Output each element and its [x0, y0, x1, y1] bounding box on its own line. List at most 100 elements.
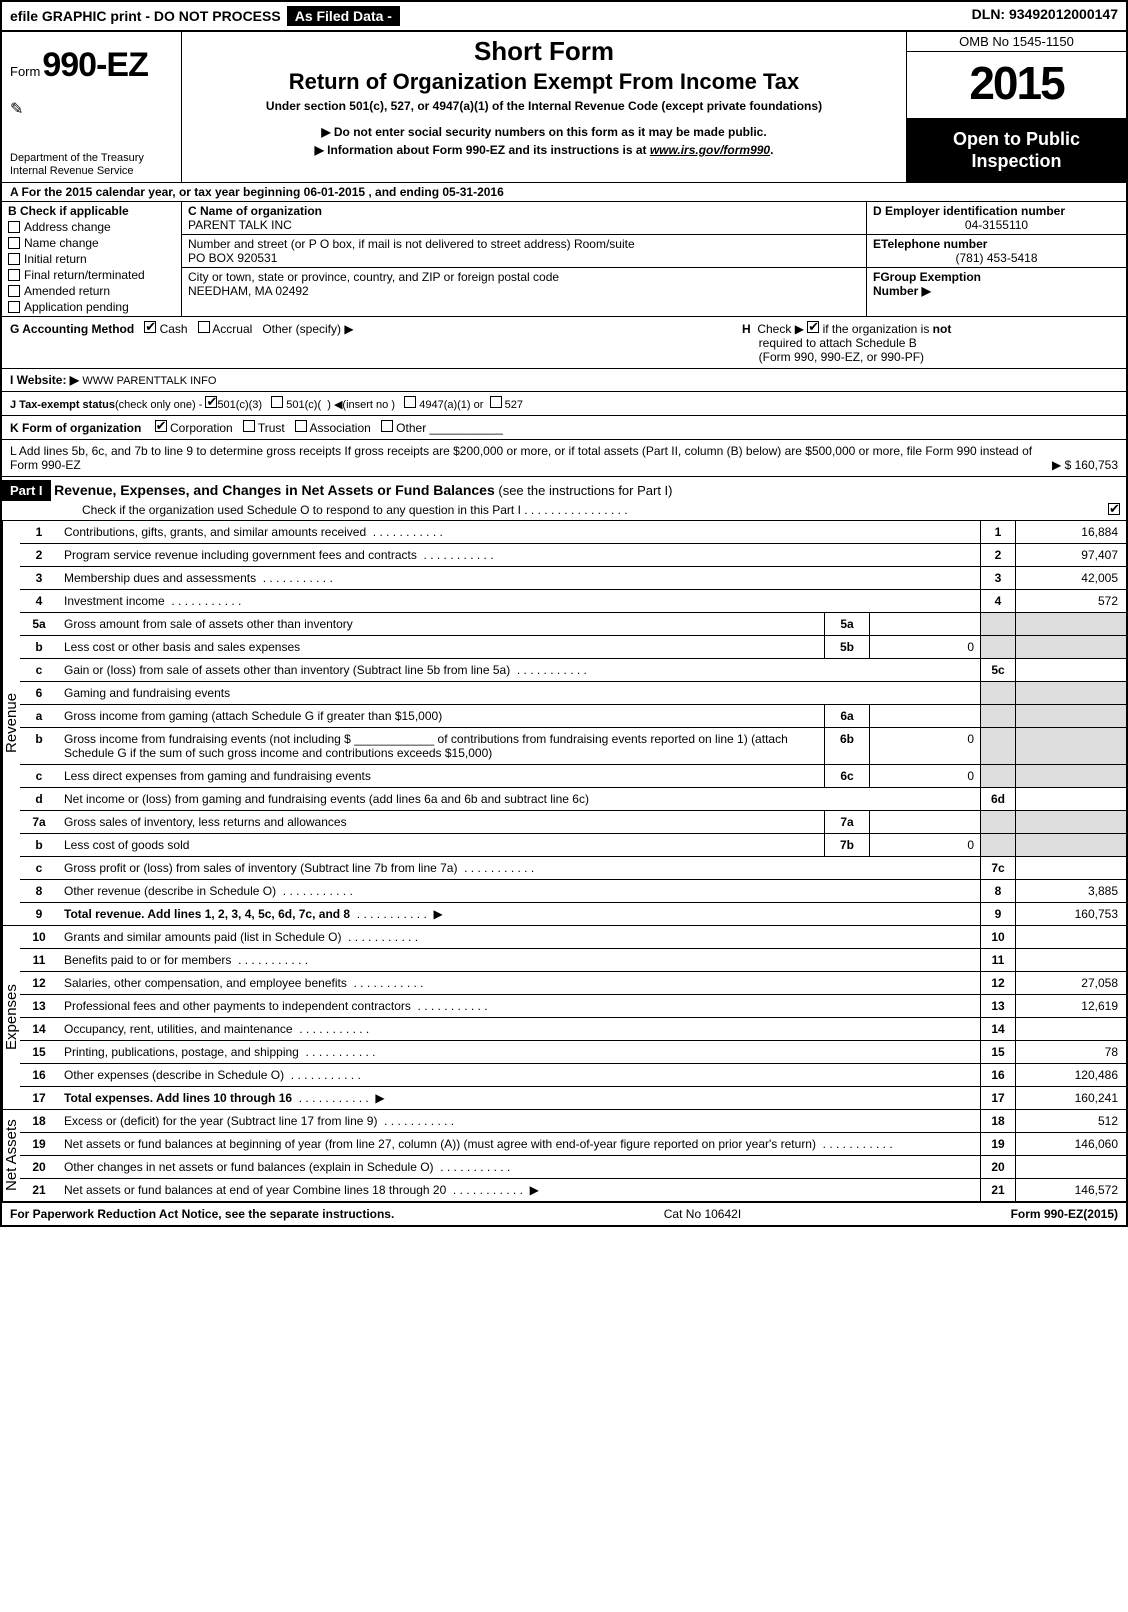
line-desc: Gain or (loss) from sale of assets other… [58, 659, 980, 681]
line-desc: Grants and similar amounts paid (list in… [58, 926, 980, 948]
inner-line-box: 5a [824, 613, 870, 635]
line-value [1016, 857, 1126, 879]
checkbox[interactable] [8, 221, 20, 233]
checkbox[interactable] [8, 237, 20, 249]
cb-527[interactable] [490, 396, 502, 408]
row-gh: G Accounting Method Cash Accrual Other (… [2, 317, 1126, 369]
website-label: I Website: ▶ [10, 373, 79, 387]
line-box-number [980, 705, 1016, 727]
irs-link[interactable]: www.irs.gov/form990 [650, 143, 770, 157]
form-line: 6Gaming and fundraising events [20, 681, 1126, 704]
city-value: NEEDHAM, MA 02492 [188, 284, 309, 298]
cb-line: Amended return [8, 284, 175, 298]
cb-assoc[interactable] [295, 420, 307, 432]
line-desc: Less direct expenses from gaming and fun… [58, 765, 824, 787]
inner-line-box: 7b [824, 834, 870, 856]
line-box-number: 14 [980, 1018, 1016, 1040]
line-desc: Gaming and fundraising events [58, 682, 980, 704]
cb-line: Address change [8, 220, 175, 234]
line-number: 3 [20, 567, 58, 589]
cb-cash[interactable] [144, 321, 156, 333]
line-desc: Less cost of goods sold [58, 834, 824, 856]
cb-trust[interactable] [243, 420, 255, 432]
form-title: Return of Organization Exempt From Incom… [190, 69, 898, 95]
dept: Department of the Treasury Internal Reve… [10, 152, 173, 178]
form-990ez: efile GRAPHIC print - DO NOT PROCESS As … [0, 0, 1128, 1227]
expenses-side-label: Expenses [2, 926, 20, 1109]
line-number: 20 [20, 1156, 58, 1178]
line-box-number: 4 [980, 590, 1016, 612]
line-number: 5a [20, 613, 58, 635]
inner-line-box: 5b [824, 636, 870, 658]
form-line: 17Total expenses. Add lines 10 through 1… [20, 1086, 1126, 1109]
line-desc: Salaries, other compensation, and employ… [58, 972, 980, 994]
line-desc: Net income or (loss) from gaming and fun… [58, 788, 980, 810]
row-j: J Tax-exempt status(check only one) - 50… [2, 392, 1126, 416]
line-value [1016, 949, 1126, 971]
line-box-number: 12 [980, 972, 1016, 994]
line-box-number [980, 834, 1016, 856]
form-prefix: Form [10, 64, 40, 79]
line-number: c [20, 765, 58, 787]
cb-corp[interactable] [155, 420, 167, 432]
checkbox[interactable] [8, 301, 20, 313]
cb-schedule-o[interactable] [1108, 503, 1120, 515]
form-line: 10Grants and similar amounts paid (list … [20, 926, 1126, 948]
line-number: 7a [20, 811, 58, 833]
line-value [1016, 811, 1126, 833]
inner-line-value: 0 [870, 834, 980, 856]
col-b-header: B Check if applicable [8, 204, 175, 218]
inner-line-box: 6b [824, 728, 870, 764]
checkbox[interactable] [8, 285, 20, 297]
street-value: PO BOX 920531 [188, 251, 277, 265]
section-bcdef: B Check if applicable Address change Name… [2, 202, 1126, 317]
line-box-number: 6d [980, 788, 1016, 810]
form-number: Form 990-EZ [10, 46, 173, 85]
line-box-number: 1 [980, 521, 1016, 543]
line-value: 146,060 [1016, 1133, 1126, 1155]
efile-notice: efile GRAPHIC print - DO NOT PROCESS [10, 8, 281, 24]
cb-501c3[interactable] [205, 396, 217, 408]
accounting-method-label: G Accounting Method [10, 322, 134, 336]
line-number: 11 [20, 949, 58, 971]
line-box-number: 19 [980, 1133, 1016, 1155]
inner-line-value [870, 705, 980, 727]
line-number: 19 [20, 1133, 58, 1155]
line-desc: Benefits paid to or for members . . . . … [58, 949, 980, 971]
line-box-number [980, 765, 1016, 787]
line-value [1016, 682, 1126, 704]
line-number: 21 [20, 1179, 58, 1201]
line-value: 160,241 [1016, 1087, 1126, 1109]
line-box-number: 21 [980, 1179, 1016, 1201]
checkbox[interactable] [8, 269, 20, 281]
cb-4947[interactable] [404, 396, 416, 408]
line-value [1016, 613, 1126, 635]
short-form: Short Form [190, 36, 898, 67]
netassets-section: Net Assets 18Excess or (deficit) for the… [2, 1110, 1126, 1201]
inner-line-value: 0 [870, 636, 980, 658]
checkbox[interactable] [8, 253, 20, 265]
accounting-other: Other (specify) ▶ [262, 322, 353, 336]
line-box-number: 5c [980, 659, 1016, 681]
line-box-number: 9 [980, 903, 1016, 925]
cb-other[interactable] [381, 420, 393, 432]
cb-line: Initial return [8, 252, 175, 266]
form-line: cGain or (loss) from sale of assets othe… [20, 658, 1126, 681]
instructions: ▶ Do not enter social security numbers o… [190, 123, 898, 159]
org-name-value: PARENT TALK INC [188, 218, 292, 232]
line-number: 9 [20, 903, 58, 925]
inner-line-value: 0 [870, 765, 980, 787]
line-value [1016, 636, 1126, 658]
ein-value: 04-3155110 [873, 218, 1120, 232]
cb-schedule-b[interactable] [807, 321, 819, 333]
form-line: bLess cost or other basis and sales expe… [20, 635, 1126, 658]
cb-501c[interactable] [271, 396, 283, 408]
line-number: c [20, 659, 58, 681]
line-desc: Other changes in net assets or fund bala… [58, 1156, 980, 1178]
line-value: 120,486 [1016, 1064, 1126, 1086]
line-desc: Professional fees and other payments to … [58, 995, 980, 1017]
cb-accrual[interactable] [198, 321, 210, 333]
line-number: 10 [20, 926, 58, 948]
tax-year: 2015 [907, 52, 1126, 119]
cb-line: Name change [8, 236, 175, 250]
